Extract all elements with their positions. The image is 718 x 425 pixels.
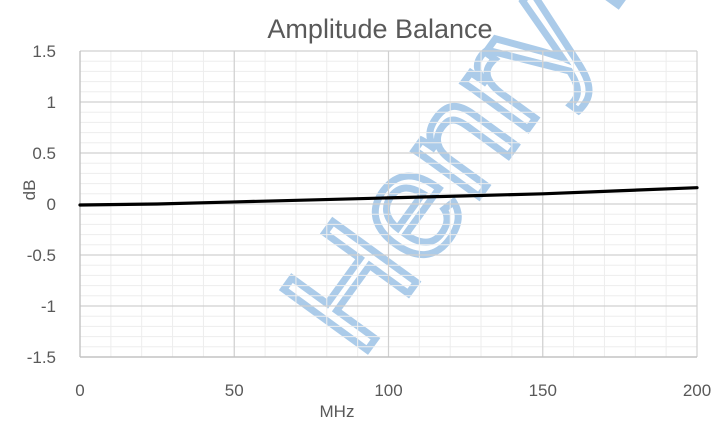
y-tick-label: 0.5 bbox=[32, 144, 56, 163]
chart-title: Amplitude Balance bbox=[267, 14, 492, 44]
x-tick-label: 200 bbox=[683, 381, 711, 400]
series-layer bbox=[78, 186, 699, 207]
x-axis-title: MHz bbox=[320, 402, 355, 421]
y-tick-label: 1 bbox=[47, 93, 56, 112]
x-tick-label: 100 bbox=[374, 381, 402, 400]
y-tick-label: 0 bbox=[47, 195, 56, 214]
x-tick-label: 50 bbox=[225, 381, 244, 400]
y-tick-label: -1 bbox=[41, 297, 56, 316]
x-tick-labels: 0 50 100 150 200 bbox=[75, 381, 711, 400]
y-tick-label: -1.5 bbox=[27, 348, 56, 367]
y-tick-label: 1.5 bbox=[32, 42, 56, 61]
x-tick-label: 0 bbox=[75, 381, 84, 400]
y-axis-title: dB bbox=[20, 180, 39, 201]
y-tick-label: -0.5 bbox=[27, 246, 56, 265]
x-tick-label: 150 bbox=[529, 381, 557, 400]
series-line bbox=[78, 186, 699, 207]
y-tick-labels: -1.5 -1 -0.5 0 0.5 1 1.5 bbox=[27, 42, 56, 367]
